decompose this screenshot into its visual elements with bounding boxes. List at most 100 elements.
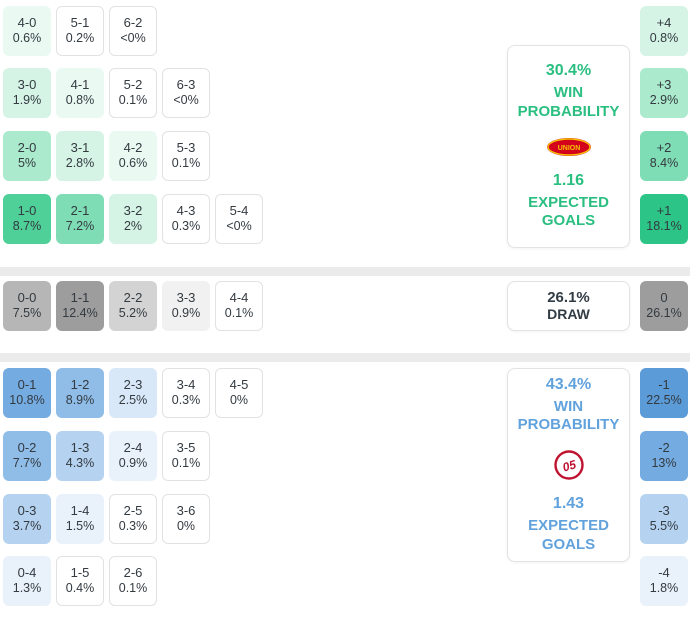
- score-probability: 7.5%: [12, 306, 42, 321]
- score-label: 5-1: [70, 14, 90, 30]
- score-cell: 3-2 2%: [109, 194, 157, 244]
- score-label: 1-0: [17, 202, 37, 218]
- margin-probability: 13%: [651, 456, 677, 471]
- score-label: 4-4: [229, 289, 249, 305]
- home-win-probability-label: WIN PROBABILITY: [517, 84, 620, 120]
- away-expected-goals-label: EXPECTED GOALS: [528, 517, 609, 553]
- score-cell: 5-3 0.1%: [162, 131, 210, 181]
- score-cell: 1-1 12.4%: [56, 281, 104, 331]
- score-label: 5-4: [229, 202, 249, 218]
- margin-cell: +3 2.9%: [640, 68, 688, 118]
- score-probability: 0.3%: [171, 393, 201, 408]
- score-cell: 3-6 0%: [162, 494, 210, 544]
- svg-text:UNION: UNION: [557, 145, 580, 152]
- margin-probability: 1.8%: [649, 581, 679, 596]
- home-expected-goals-label: EXPECTED GOALS: [528, 193, 609, 230]
- score-probability: 8.9%: [65, 393, 95, 408]
- score-cell: 6-2 <0%: [109, 6, 157, 56]
- score-label: 2-2: [123, 289, 143, 305]
- score-probability: 0.1%: [118, 93, 148, 108]
- score-cell: 5-1 0.2%: [56, 6, 104, 56]
- score-probability: 0.1%: [224, 306, 254, 321]
- score-cell: 3-5 0.1%: [162, 431, 210, 481]
- score-cell: 3-3 0.9%: [162, 281, 210, 331]
- score-cell: 6-3 <0%: [162, 68, 210, 118]
- score-cell: 4-0 0.6%: [3, 6, 51, 56]
- score-label: 0-1: [17, 376, 37, 392]
- score-cell: 2-1 7.2%: [56, 194, 104, 244]
- margin-probability: 2.9%: [649, 93, 679, 108]
- mainz-05-crest: 05: [553, 450, 584, 480]
- score-cell: 4-1 0.8%: [56, 68, 104, 118]
- score-cell: 0-0 7.5%: [3, 281, 51, 331]
- margin-cell: -4 1.8%: [640, 556, 688, 606]
- margin-label: +1: [656, 202, 672, 218]
- score-cell: 2-6 0.1%: [109, 556, 157, 606]
- union-berlin-crest: UNION: [546, 137, 592, 157]
- margin-label: -3: [658, 502, 670, 518]
- score-cell: 3-0 1.9%: [3, 68, 51, 118]
- margin-label: -2: [658, 439, 670, 455]
- score-label: 3-3: [176, 289, 196, 305]
- score-label: 3-4: [176, 376, 196, 392]
- score-label: 4-0: [17, 14, 37, 30]
- margin-cell: -1 22.5%: [640, 368, 688, 418]
- score-probability: 2.8%: [65, 156, 95, 171]
- score-probability: 2%: [123, 219, 143, 234]
- margin-cell: +2 8.4%: [640, 131, 688, 181]
- score-probability: 0.6%: [118, 156, 148, 171]
- margin-cell: -3 5.5%: [640, 494, 688, 544]
- score-label: 2-3: [123, 376, 143, 392]
- margin-probability: 8.4%: [649, 156, 679, 171]
- score-cell: 4-3 0.3%: [162, 194, 210, 244]
- margin-label: 0: [660, 289, 668, 305]
- margin-probability: 26.1%: [646, 306, 682, 321]
- mainz-05-logo-icon: 05: [553, 450, 584, 480]
- margin-probability: 0.8%: [649, 31, 679, 46]
- score-cell: 0-4 1.3%: [3, 556, 51, 606]
- score-probability: 3.7%: [12, 519, 42, 534]
- score-probability: 4.3%: [65, 456, 95, 471]
- score-cell: 2-2 5.2%: [109, 281, 157, 331]
- score-probability: 0.2%: [65, 31, 95, 46]
- draw-probability-value: 26.1%: [547, 288, 590, 306]
- score-cell: 0-2 7.7%: [3, 431, 51, 481]
- margin-cell: 0 26.1%: [640, 281, 688, 331]
- svg-text:05: 05: [560, 457, 577, 474]
- score-probability: <0%: [173, 93, 199, 108]
- away-win-panel: 43.4% WIN PROBABILITY 05 1.43 EXPECTED G…: [507, 368, 630, 562]
- score-label: 4-3: [176, 202, 196, 218]
- score-probability: 7.2%: [65, 219, 95, 234]
- margin-cell: +4 0.8%: [640, 6, 688, 56]
- margin-probability: 5.5%: [649, 519, 679, 534]
- draw-panel: 26.1% DRAW: [507, 281, 630, 331]
- score-label: 2-1: [70, 202, 90, 218]
- home-win-panel: 30.4% WIN PROBABILITY UNION 1.16 EXPECTE…: [507, 45, 630, 248]
- score-cell: 4-4 0.1%: [215, 281, 263, 331]
- score-cell: 3-4 0.3%: [162, 368, 210, 418]
- score-label: 2-0: [17, 139, 37, 155]
- score-probability: 0.1%: [118, 581, 148, 596]
- union-berlin-logo-icon: UNION: [546, 137, 591, 156]
- score-label: 3-6: [176, 502, 196, 518]
- score-cell: 3-1 2.8%: [56, 131, 104, 181]
- score-label: 0-3: [17, 502, 37, 518]
- draw-label: DRAW: [547, 305, 590, 322]
- away-win-probability-value: 43.4%: [545, 375, 592, 393]
- score-cell: 1-0 8.7%: [3, 194, 51, 244]
- home-expected-goals-value: 1.16: [552, 171, 585, 189]
- score-cell: 1-2 8.9%: [56, 368, 104, 418]
- score-probability: 12.4%: [62, 306, 98, 321]
- score-label: 4-2: [123, 139, 143, 155]
- margin-label: +3: [656, 76, 672, 92]
- score-probability: 0.8%: [65, 93, 95, 108]
- score-label: 1-1: [70, 289, 90, 305]
- score-label: 3-5: [176, 439, 196, 455]
- score-probability: 0.6%: [12, 31, 42, 46]
- score-probability: 0.3%: [171, 219, 201, 234]
- score-label: 6-3: [176, 76, 196, 92]
- margin-label: +2: [656, 139, 672, 155]
- score-probability: 2.5%: [118, 393, 148, 408]
- score-probability: 0.3%: [118, 519, 148, 534]
